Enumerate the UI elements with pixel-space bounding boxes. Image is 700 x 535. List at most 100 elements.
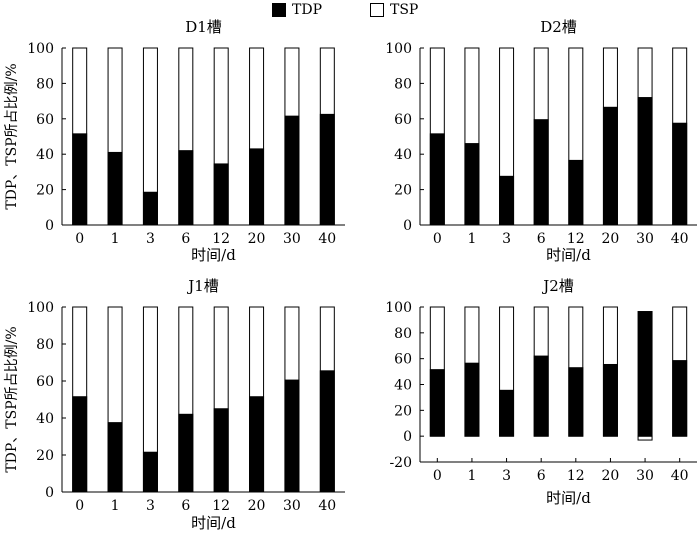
x-axis-label: 时间/d: [191, 246, 236, 264]
y-tick-label: 0: [45, 218, 54, 234]
x-axis-label: 时间/d: [191, 514, 236, 532]
y-tick-label: 100: [385, 300, 412, 316]
bar-tdp: [568, 159, 584, 226]
y-tick-label: 40: [394, 147, 412, 163]
x-tick-label: 1: [467, 468, 476, 484]
x-tick-label: 3: [502, 231, 511, 247]
y-axis-label: TDP、TSP所占比例/%: [4, 326, 20, 472]
bar-tsp: [637, 435, 653, 441]
bar-tdp: [464, 143, 480, 226]
legend-item-tsp: TSP: [370, 2, 418, 18]
x-tick-label: 40: [318, 498, 336, 514]
chart-title: D1槽: [185, 18, 222, 36]
x-tick-label: 30: [283, 498, 301, 514]
legend: TDP TSP: [0, 0, 700, 22]
y-tick-label: 20: [394, 183, 412, 199]
bar-tdp: [249, 148, 265, 226]
x-tick-label: 0: [75, 498, 84, 514]
y-axis-label: TDP、TSP所占比例/%: [4, 63, 20, 209]
y-tick-label: 60: [394, 112, 412, 128]
bar-tdp: [637, 311, 653, 437]
bar-tdp: [284, 115, 300, 226]
x-tick-label: 6: [181, 498, 190, 514]
legend-item-tdp: TDP: [272, 2, 322, 18]
bar-tdp: [637, 97, 653, 226]
x-tick-label: 1: [467, 231, 476, 247]
y-tick-label: 40: [394, 378, 412, 394]
y-tick-label: 80: [36, 76, 54, 92]
bar-tdp: [107, 422, 123, 493]
bar-tdp: [499, 175, 515, 226]
y-tick-label: 20: [394, 403, 412, 419]
y-tick-label: 0: [403, 429, 412, 445]
x-tick-label: 0: [75, 231, 84, 247]
chart-title: D2槽: [540, 18, 577, 36]
x-tick-label: 6: [537, 468, 546, 484]
x-tick-label: 20: [248, 498, 266, 514]
y-tick-label: -20: [389, 455, 412, 471]
x-tick-label: 1: [111, 231, 120, 247]
x-tick-label: 12: [212, 231, 230, 247]
x-tick-label: 20: [602, 231, 620, 247]
bar-tdp: [568, 367, 584, 437]
y-tick-label: 20: [36, 183, 54, 199]
x-tick-label: 40: [671, 231, 689, 247]
y-tick-label: 80: [394, 326, 412, 342]
y-tick-label: 80: [36, 337, 54, 353]
x-tick-label: 20: [248, 231, 266, 247]
x-tick-label: 40: [671, 468, 689, 484]
x-axis-label: 时间/d: [546, 246, 591, 264]
bar-tdp: [319, 370, 335, 493]
bar-tdp: [429, 369, 445, 437]
bar-tdp: [672, 360, 688, 437]
bar-tdp: [72, 396, 88, 493]
x-tick-label: 30: [636, 231, 654, 247]
x-tick-label: 3: [146, 231, 155, 247]
bar-tdp: [72, 133, 88, 226]
bar-tdp: [602, 363, 618, 437]
x-tick-label: 3: [146, 498, 155, 514]
bar-tdp: [178, 413, 194, 493]
bar-tdp: [464, 362, 480, 437]
bar-tdp: [178, 150, 194, 226]
x-axis-label: 时间/d: [546, 489, 591, 507]
bar-tdp: [533, 355, 549, 437]
bar-tdp: [429, 133, 445, 226]
legend-label-tdp: TDP: [292, 2, 322, 18]
y-tick-label: 40: [36, 147, 54, 163]
x-tick-label: 0: [433, 231, 442, 247]
x-tick-label: 12: [567, 231, 585, 247]
x-tick-label: 6: [181, 231, 190, 247]
legend-label-tsp: TSP: [390, 2, 419, 18]
x-tick-label: 40: [318, 231, 336, 247]
bar-tdp: [672, 122, 688, 226]
x-tick-label: 30: [636, 468, 654, 484]
x-tick-label: 12: [212, 498, 230, 514]
y-tick-label: 0: [45, 485, 54, 501]
y-tick-label: 0: [403, 218, 412, 234]
chart-title: J1槽: [186, 277, 219, 295]
legend-swatch-tsp: [370, 3, 384, 17]
bar-tdp: [213, 408, 229, 493]
x-tick-label: 3: [502, 468, 511, 484]
y-tick-label: 60: [394, 352, 412, 368]
bar-tdp: [533, 119, 549, 226]
x-tick-label: 6: [537, 231, 546, 247]
y-tick-label: 40: [36, 411, 54, 427]
chart-title: J2槽: [541, 277, 574, 295]
bar-tdp: [213, 163, 229, 226]
y-tick-label: 20: [36, 448, 54, 464]
bar-tdp: [499, 389, 515, 437]
x-tick-label: 0: [433, 468, 442, 484]
bar-tdp: [602, 106, 618, 226]
bar-tdp: [142, 191, 158, 226]
y-tick-label: 100: [385, 41, 412, 57]
bar-tdp: [107, 151, 123, 226]
x-tick-label: 12: [567, 468, 585, 484]
bar-tdp: [284, 379, 300, 493]
y-tick-label: 80: [394, 76, 412, 92]
legend-swatch-tdp: [272, 3, 286, 17]
x-tick-label: 20: [602, 468, 620, 484]
bar-tdp: [249, 396, 265, 493]
